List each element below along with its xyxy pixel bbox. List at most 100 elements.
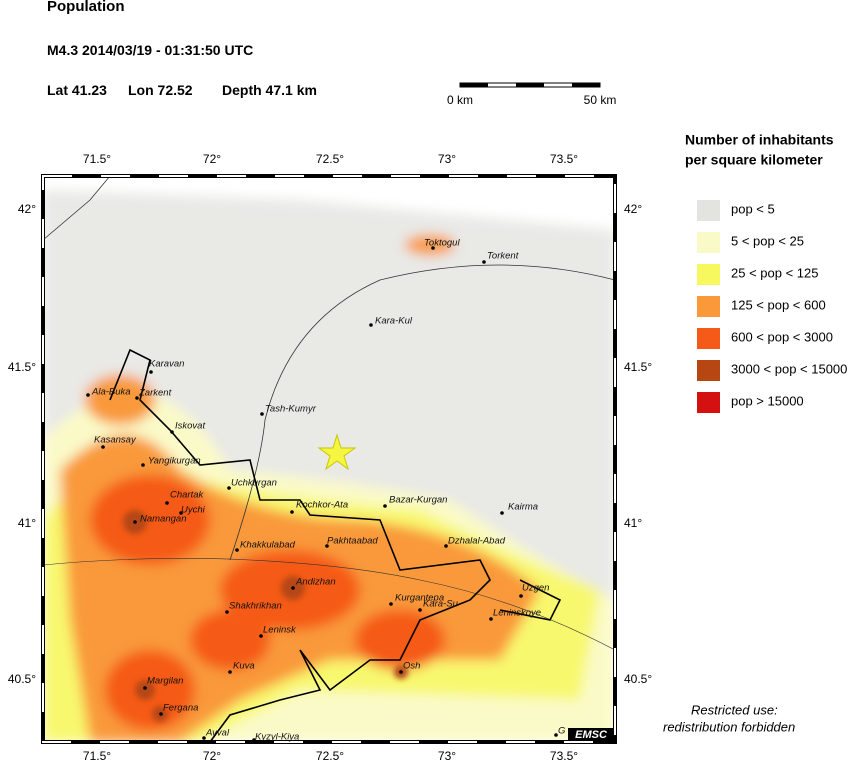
legend-swatch: [697, 232, 720, 253]
lat-tick-label: 41°: [624, 516, 642, 530]
legend-label: 25 < pop < 125: [731, 265, 818, 280]
city-dot: [290, 510, 294, 514]
city-dot: [325, 544, 329, 548]
city-label: Zarkent: [138, 388, 172, 399]
city-dot: [228, 670, 232, 674]
legend-title: Number of inhabitants: [685, 132, 834, 148]
lon-tick-label: 72.5°: [316, 152, 344, 166]
notice: Restricted use:: [691, 702, 778, 717]
city-label: Pakhtaabad: [327, 536, 378, 547]
lat: Lat 41.23: [47, 82, 107, 98]
legend-swatch: [697, 296, 720, 317]
lat-tick-label: 41.5°: [624, 360, 652, 374]
lon-tick-label: 73°: [438, 749, 456, 763]
lon-tick-label: 71.5°: [83, 152, 111, 166]
scale-bar: [459, 82, 601, 88]
city-dot: [235, 548, 239, 552]
credit: EMSC: [575, 729, 608, 741]
legend-label: 600 < pop < 3000: [731, 329, 833, 344]
city-label: Shakhrikhan: [229, 601, 282, 612]
city-label: Karavan: [149, 359, 184, 370]
legend-swatch: [697, 328, 720, 349]
city-label: Kochkor-Ata: [296, 500, 348, 511]
lat-tick-label: 40.5°: [624, 672, 652, 686]
city-dot: [143, 686, 147, 690]
lon-tick-label: 73.5°: [550, 152, 578, 166]
city-dot: [170, 430, 174, 434]
legend-swatch: [697, 360, 720, 381]
city-label: Fergana: [163, 703, 198, 714]
lat-tick-label: 40.5°: [8, 672, 36, 686]
city-dot: [500, 511, 504, 515]
city-label: Kasansay: [94, 435, 137, 446]
lon-tick-label: 72.5°: [316, 749, 344, 763]
city-dot: [86, 393, 90, 397]
city-label: Yangikurgan: [148, 456, 201, 467]
city-dot: [554, 733, 558, 737]
lon-tick-label: 72°: [203, 749, 221, 763]
city-dot: [519, 594, 523, 598]
lon-tick-label: 73.5°: [550, 749, 578, 763]
legend-label: 3000 < pop < 15000: [731, 361, 847, 376]
city-label: Leninsk: [263, 625, 297, 636]
city-dot: [291, 586, 295, 590]
legend-label: 125 < pop < 600: [731, 297, 826, 312]
city-label: Andizhan: [295, 577, 336, 588]
city-label: Toktogul: [424, 238, 460, 249]
event: M4.3 2014/03/19 - 01:31:50 UTC: [47, 42, 254, 58]
city-label: Iskovat: [175, 421, 205, 432]
city-label: Ala-Buka: [91, 387, 131, 398]
city-label: Uchkurgan: [231, 478, 277, 489]
lon-tick-label: 72°: [203, 152, 221, 166]
city-label: Kairma: [508, 502, 538, 513]
city-label: Torkent: [487, 251, 519, 262]
city-dot: [225, 610, 229, 614]
city-dot: [399, 670, 403, 674]
notice: redistribution forbidden: [663, 719, 795, 734]
city-label: Chartak: [170, 490, 205, 501]
lon-tick-label: 73°: [438, 152, 456, 166]
city-dot: [444, 544, 448, 548]
city-dot: [389, 602, 393, 606]
scale-start: 0 km: [447, 93, 473, 107]
city-label: Leninskoye: [493, 608, 541, 619]
city-label: Namangan: [140, 514, 186, 525]
city-dot: [179, 511, 183, 515]
city-label: Avval: [205, 728, 230, 739]
scale-end: 50 km: [584, 93, 617, 107]
city-dot: [141, 463, 145, 467]
city-dot: [489, 617, 493, 621]
city-dot: [159, 712, 163, 716]
city-label: Kyzyl-Kiya: [255, 732, 299, 743]
city-label: Margilan: [147, 676, 183, 687]
city-dot: [383, 504, 387, 508]
city-dot: [482, 260, 486, 264]
city-dot: [165, 501, 169, 505]
lon-tick-label: 71.5°: [83, 749, 111, 763]
city-dot: [260, 412, 264, 416]
city-label: G: [558, 726, 565, 737]
lon: Lon 72.52: [128, 82, 193, 98]
city-label: Kuva: [233, 661, 255, 672]
legend-swatch: [697, 200, 720, 221]
epicenter: [317, 433, 357, 471]
city-dot: [259, 634, 263, 638]
legend-label: pop > 15000: [731, 393, 804, 408]
city-label: Kara-Kul: [375, 316, 413, 327]
city-dot: [227, 486, 231, 490]
city-dot: [369, 323, 373, 327]
city-dot: [202, 736, 206, 740]
lat-tick-label: 41.5°: [8, 360, 36, 374]
city-dot: [431, 246, 435, 250]
city-dot: [149, 370, 153, 374]
legend-swatch: [697, 264, 720, 285]
city-label: Tash-Kumyr: [265, 404, 317, 415]
legend-title: per square kilometer: [685, 152, 823, 168]
city-label: Khakkulabad: [240, 540, 296, 551]
city-dot: [133, 520, 137, 524]
city-label: Dzhalal-Abad: [448, 536, 506, 547]
legend-label: 5 < pop < 25: [731, 233, 804, 248]
city-label: Uychi: [181, 505, 206, 516]
